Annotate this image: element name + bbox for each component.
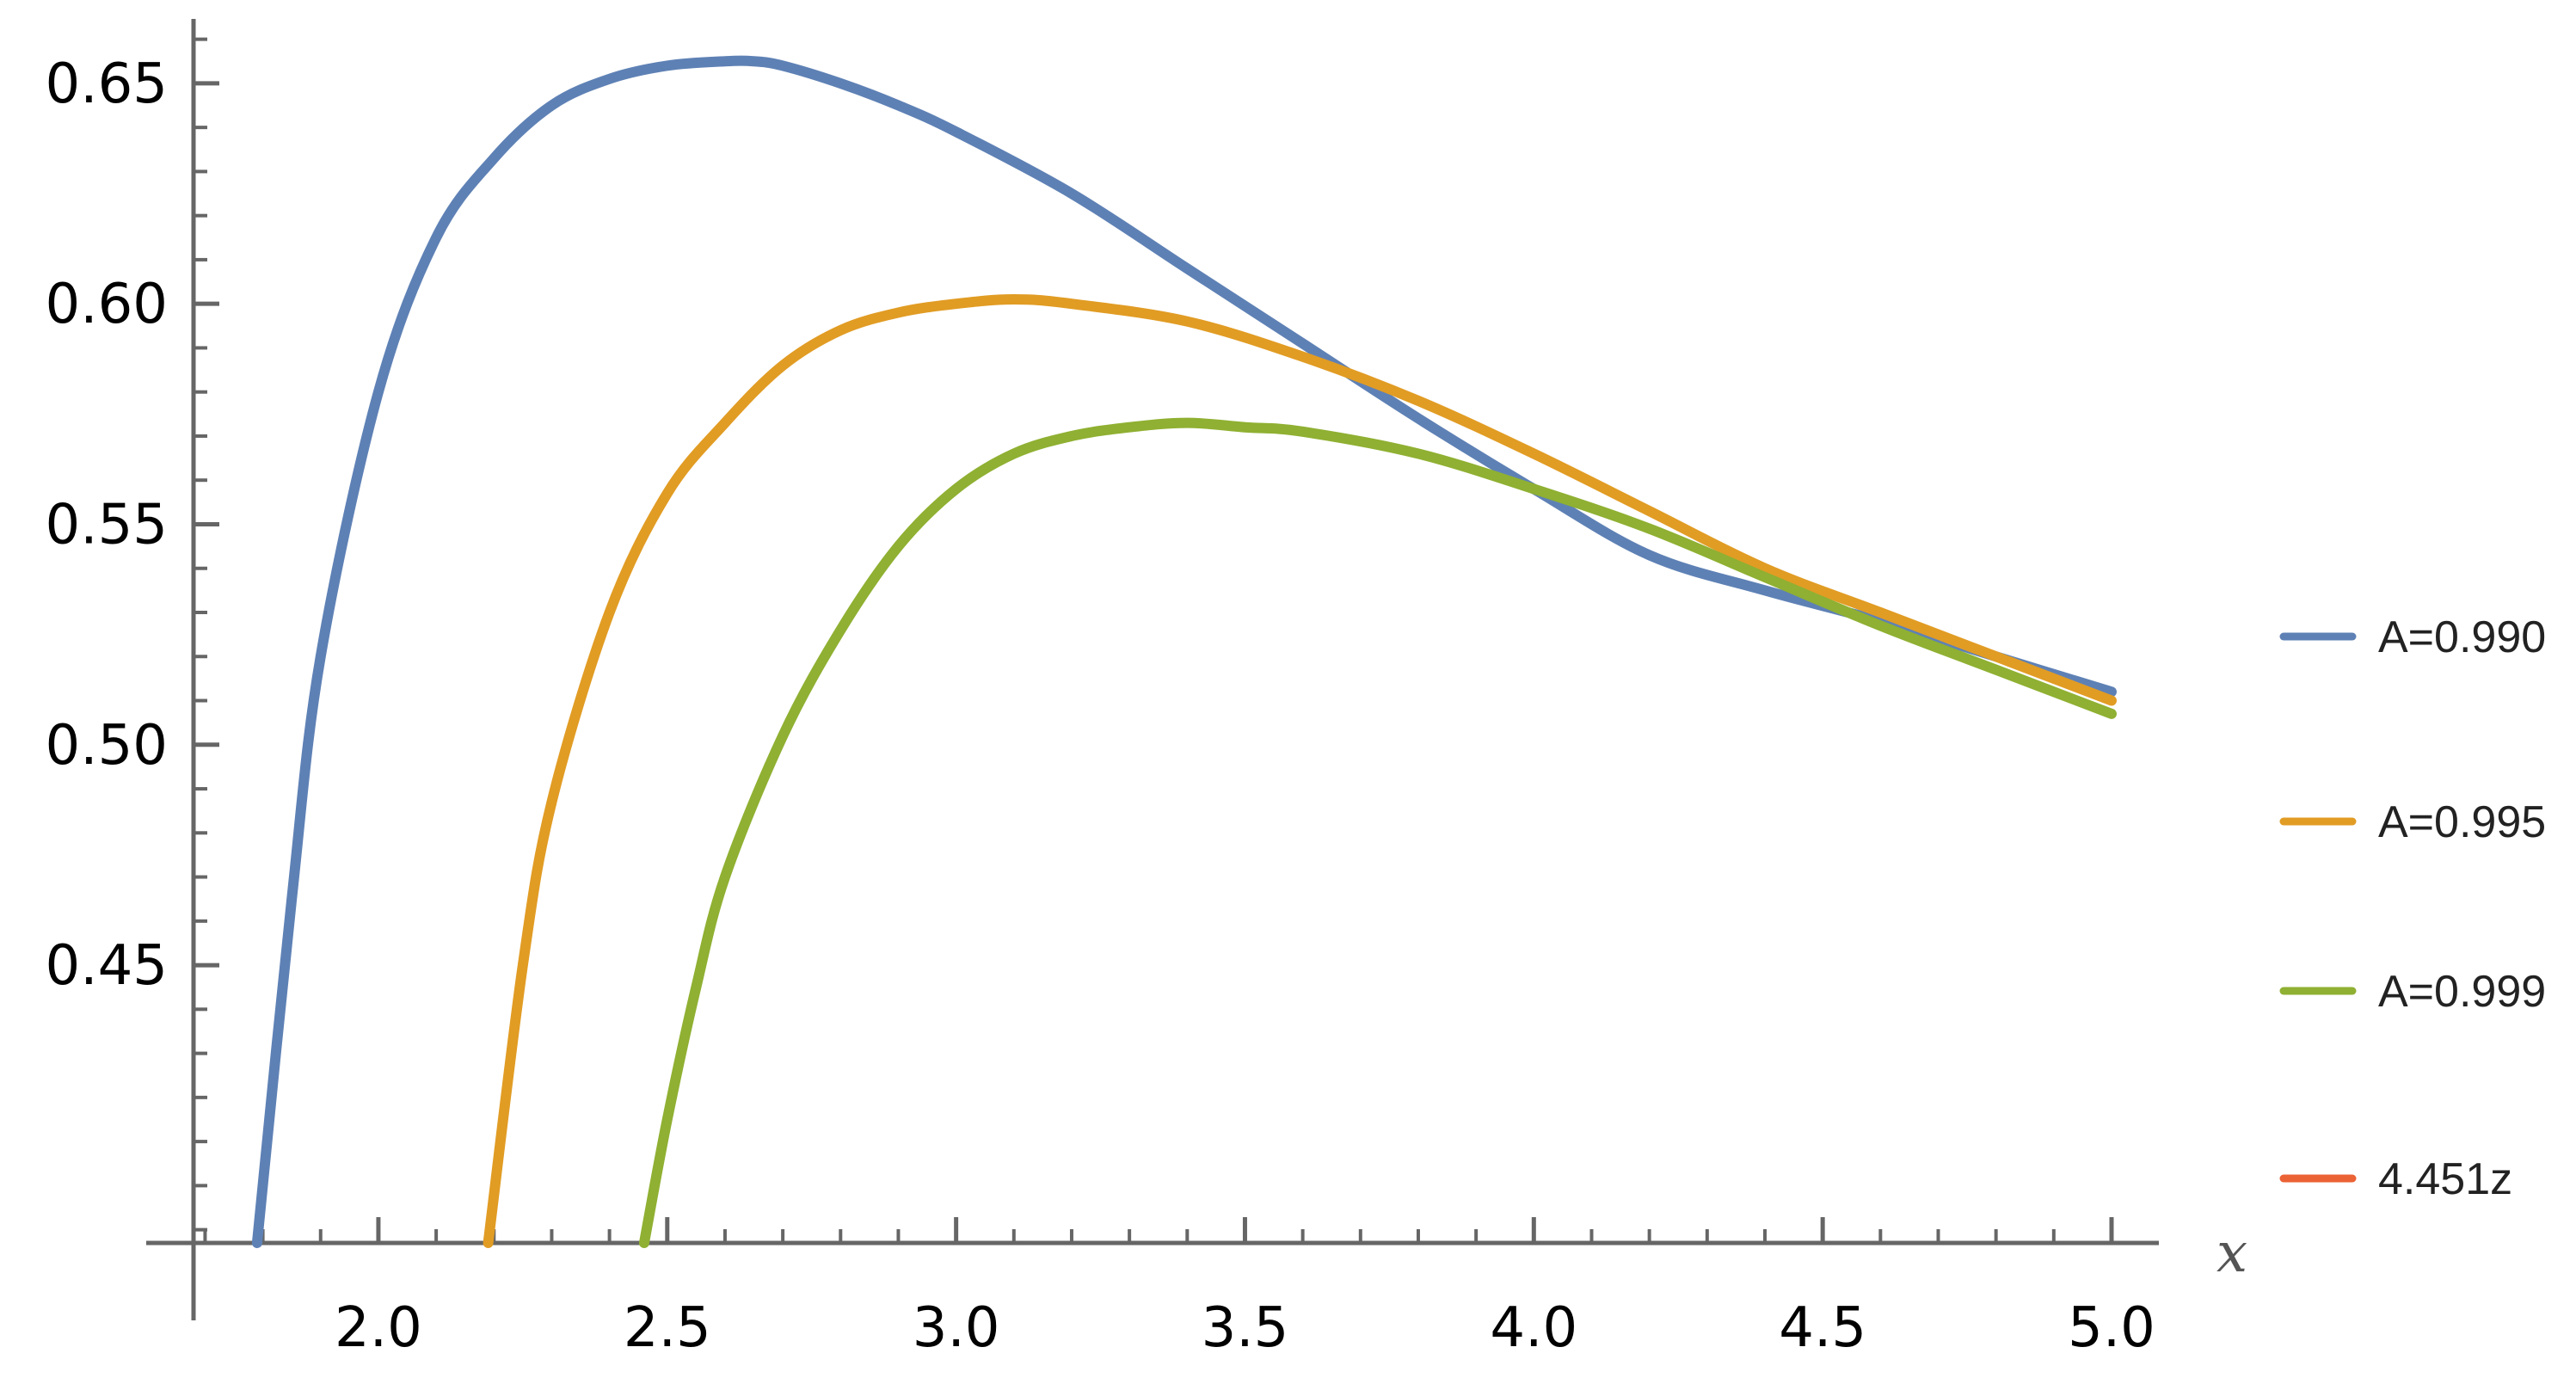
series-line-3 [638,417,2117,1248]
x-tick-label: 3.5 [1202,1296,1289,1360]
legend-label: A=0.999 [2378,967,2546,1017]
x-tick-label: 4.0 [1490,1296,1577,1360]
legend-label: 4.451z [2378,1154,2512,1204]
y-axis: 0.45 0.50 0.55 0.60 0.65 [46,19,219,1320]
series-line-2 [483,294,2117,1248]
legend-label: A=0.995 [2378,797,2546,847]
y-tick-label: 0.55 [46,493,169,557]
x-tick-label: 4.5 [1779,1296,1866,1360]
y-tick-label: 0.45 [46,934,169,998]
x-tick-label: 5.0 [2068,1296,2155,1360]
series-lines [251,55,2117,1248]
x-tick-label: 3.0 [913,1296,1000,1360]
x-axis: 2.0 2.5 3.0 3.5 4.0 4.5 5.0 x [146,1217,2247,1360]
x-tick-label: 2.0 [335,1296,422,1360]
legend: A=0.990 A=0.995 A=0.999 4.451z [2279,612,2546,1204]
legend-label: A=0.990 [2378,612,2546,662]
x-tick-label: 2.5 [624,1296,711,1360]
y-tick-label: 0.50 [46,714,169,778]
y-tick-label: 0.65 [46,52,169,116]
x-axis-title: x [2216,1221,2247,1285]
y-tick-label: 0.60 [46,273,169,336]
series-line-1 [251,55,2117,1248]
